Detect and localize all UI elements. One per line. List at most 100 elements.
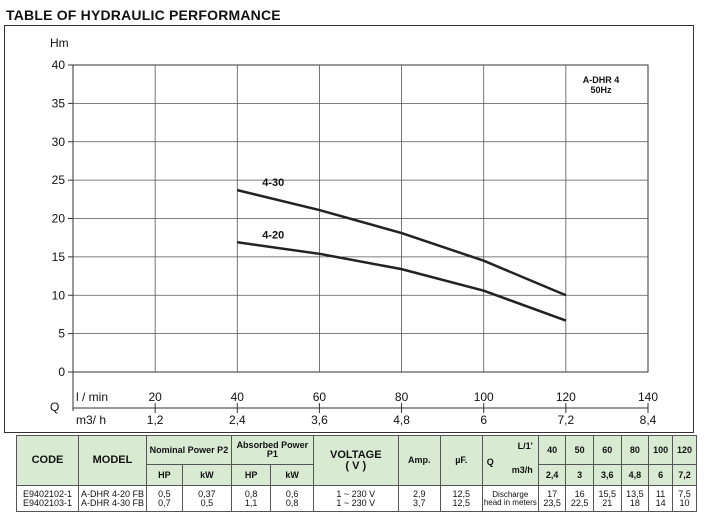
m3h-val: 7,2 bbox=[672, 464, 697, 486]
model-header: MODEL bbox=[78, 435, 147, 486]
voltage-unit: ( V ) bbox=[345, 459, 367, 472]
code-1: E9402102-1 bbox=[22, 488, 73, 499]
heads-cell: 11 14 bbox=[648, 485, 674, 512]
lmin-val: 100 bbox=[648, 435, 674, 465]
kw1-cell: 0,6 0,8 bbox=[270, 485, 314, 512]
hp2-header: HP bbox=[146, 464, 183, 486]
y-tick-label: 20 bbox=[52, 212, 66, 226]
kw2-header: kW bbox=[181, 464, 232, 486]
kw1-1: 0,6 bbox=[285, 488, 299, 499]
kw2-1: 0,37 bbox=[198, 488, 216, 499]
head-value: 11 bbox=[655, 488, 666, 499]
model-2: A-DHR 4-30 FB bbox=[80, 497, 144, 508]
head-value: 18 bbox=[629, 497, 640, 508]
lmin-val: 50 bbox=[565, 435, 594, 465]
head-value: 21 bbox=[602, 497, 613, 508]
frequency-annotation: 50Hz bbox=[590, 85, 612, 95]
x-tick-label-lmin: 80 bbox=[395, 390, 409, 404]
y-tick-label: 10 bbox=[52, 288, 66, 302]
head-value: 7,5 bbox=[678, 488, 691, 499]
head-value: 10 bbox=[679, 497, 690, 508]
x-tick-label-m3h: 2,4 bbox=[229, 413, 246, 427]
x-tick-label-m3h: 3,6 bbox=[311, 413, 328, 427]
y-tick-label: 30 bbox=[52, 135, 66, 149]
y-axis-label: Hm bbox=[50, 36, 69, 50]
uf-2: 12,5 bbox=[452, 497, 471, 508]
x-tick-label-lmin: 100 bbox=[474, 390, 494, 404]
hp2-cell: 0,5 0,7 bbox=[146, 485, 183, 512]
page-title: TABLE OF HYDRAULIC PERFORMANCE bbox=[6, 7, 281, 23]
heads-cell: 7,5 10 bbox=[672, 485, 697, 512]
heads-cell: 17 23,5 bbox=[537, 485, 567, 512]
lmin-val: 40 bbox=[537, 435, 567, 465]
amp-cell: 2,9 3,7 bbox=[397, 485, 441, 512]
y-tick-label: 40 bbox=[52, 58, 66, 72]
kw2-cell: 0,37 0,5 bbox=[181, 485, 232, 512]
model-1: A-DHR 4-20 FB bbox=[80, 488, 144, 499]
y-tick-label: 35 bbox=[52, 96, 66, 110]
y-tick-label: 5 bbox=[58, 327, 65, 341]
m3h-val: 3 bbox=[565, 464, 594, 486]
x-q-label: Q bbox=[50, 400, 59, 414]
code-2: E9402103-1 bbox=[22, 497, 73, 508]
code-header: CODE bbox=[16, 435, 79, 486]
hp2-2: 0,7 bbox=[158, 497, 171, 508]
voltage-1: 1 ~ 230 V bbox=[336, 488, 376, 499]
amp-1: 2,9 bbox=[413, 488, 426, 499]
voltage-header: VOLTAGE ( V ) bbox=[312, 435, 399, 486]
lmin-val: 60 bbox=[592, 435, 622, 465]
voltage-cell: 1 ~ 230 V 1 ~ 230 V bbox=[312, 485, 399, 512]
discharge-head-label: Discharge head in meters bbox=[481, 485, 539, 512]
code-cell: E9402102-1 E9402103-1 bbox=[16, 485, 79, 512]
kw1-header: kW bbox=[270, 464, 314, 486]
m3h-val: 3,6 bbox=[592, 464, 622, 486]
voltage-2: 1 ~ 230 V bbox=[336, 497, 376, 508]
series-label-4-20: 4-20 bbox=[262, 229, 284, 241]
amp-header: Amp. bbox=[397, 435, 441, 486]
q-header: Q L/1' m3/h bbox=[481, 435, 539, 486]
x-unit-lmin: l / min bbox=[76, 390, 108, 404]
uf-header: µF. bbox=[439, 435, 483, 486]
x-tick-label-lmin: 40 bbox=[231, 390, 245, 404]
head-value: 14 bbox=[655, 497, 666, 508]
x-tick-label-lmin: 140 bbox=[638, 390, 658, 404]
head-value: 23,5 bbox=[543, 497, 561, 508]
heads-cell: 16 22,5 bbox=[565, 485, 594, 512]
hp1-2: 1,1 bbox=[244, 497, 258, 508]
head-value: 17 bbox=[547, 488, 558, 499]
x-tick-label-lmin: 60 bbox=[313, 390, 327, 404]
x-tick-label-m3h: 1,2 bbox=[147, 413, 164, 427]
amp-2: 3,7 bbox=[413, 497, 426, 508]
hp1-header: HP bbox=[230, 464, 272, 486]
x-tick-label-lmin: 20 bbox=[148, 390, 162, 404]
uf-cell: 12,5 12,5 bbox=[439, 485, 483, 512]
heads-cell: 15,5 21 bbox=[592, 485, 622, 512]
kw2-2: 0,5 bbox=[200, 497, 214, 508]
y-tick-label: 15 bbox=[52, 250, 66, 264]
performance-table: CODE MODEL Nominal Power P2 Absorbed Pow… bbox=[16, 435, 697, 512]
chart-frame bbox=[4, 25, 694, 433]
nominal-power-header: Nominal Power P2 bbox=[146, 435, 232, 465]
x-tick-label-lmin: 120 bbox=[556, 390, 576, 404]
model-cell: A-DHR 4-20 FB A-DHR 4-30 FB bbox=[78, 485, 147, 512]
lmin-val: 80 bbox=[620, 435, 650, 465]
performance-chart: 0 5 10 15 20 25 30 35 40 Hm l / min m3/ h Q 20 1,2 40 2,… bbox=[50, 36, 658, 427]
uf-1: 12,5 bbox=[452, 488, 471, 499]
m3h-val: 2,4 bbox=[537, 464, 567, 486]
x-tick-label-m3h: 6 bbox=[480, 413, 487, 427]
series-label-4-30: 4-30 bbox=[262, 177, 284, 189]
y-tick-label: 25 bbox=[52, 173, 66, 187]
x-unit-m3h: m3/ h bbox=[76, 413, 106, 427]
head-value: 13,5 bbox=[626, 488, 644, 499]
x-tick-label-m3h: 7,2 bbox=[558, 413, 575, 427]
m3h-val: 6 bbox=[648, 464, 674, 486]
voltage-label: VOLTAGE bbox=[330, 448, 382, 461]
x-tick-label-m3h: 4,8 bbox=[393, 413, 410, 427]
kw1-2: 0,8 bbox=[285, 497, 299, 508]
m3h-val: 4,8 bbox=[620, 464, 650, 486]
y-tick-label: 0 bbox=[58, 365, 65, 379]
lmin-val: 120 bbox=[672, 435, 697, 465]
head-value: 22,5 bbox=[570, 497, 589, 508]
l1-label: L/1' bbox=[517, 441, 533, 451]
absorbed-power-header: Absorbed Power P1 bbox=[230, 435, 314, 465]
